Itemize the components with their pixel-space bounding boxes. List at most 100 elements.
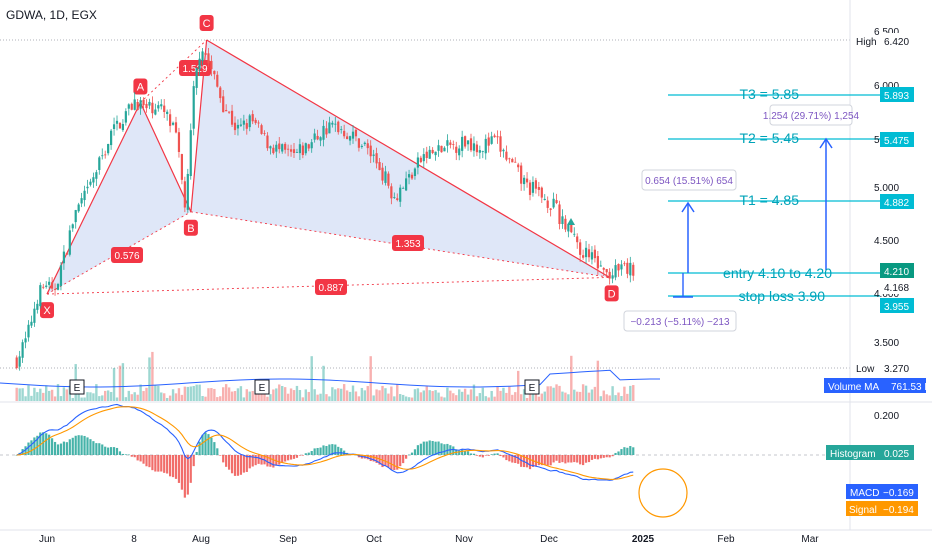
volume-bar — [481, 387, 485, 401]
macd-histogram-bar — [171, 455, 175, 478]
volume-bar — [183, 386, 187, 401]
event-markers[interactable]: E E E — [69, 379, 540, 395]
macd-histogram-bar — [396, 455, 399, 470]
signal-badge — [846, 501, 880, 516]
candle-body — [402, 187, 405, 189]
svg-text:Signal: Signal — [849, 505, 877, 516]
candle-body — [163, 105, 166, 112]
volume-bar — [351, 385, 355, 401]
candle-body — [104, 154, 107, 156]
candle-body — [30, 321, 33, 326]
macd-histogram-bar — [80, 435, 83, 455]
candle-body — [452, 144, 455, 146]
xab-triangle — [47, 102, 191, 295]
candle-body — [587, 249, 591, 258]
candle-body — [405, 178, 408, 191]
candle-body — [101, 155, 104, 157]
volume-bar — [50, 389, 54, 401]
macd-histogram-bar — [508, 455, 511, 462]
candle-body — [74, 210, 77, 223]
candle-body — [301, 145, 304, 156]
svg-text:0.200: 0.200 — [874, 411, 899, 422]
candle-body — [136, 102, 139, 110]
candle-body — [623, 263, 626, 265]
macd-histogram-bar — [573, 455, 576, 463]
macd-histogram-bar — [461, 449, 464, 455]
volume-bar — [148, 357, 151, 401]
measure-box-mid — [641, 169, 737, 191]
volume-bar — [189, 386, 192, 401]
pattern-point-b — [183, 219, 198, 236]
candle-body — [502, 149, 505, 152]
macd-histogram-bar — [27, 442, 30, 455]
candle-body — [298, 144, 302, 154]
macd-histogram-bar — [287, 455, 290, 461]
indicator-badges: Volume MA 761.53 K Histogram 0.025 MACD … — [824, 378, 931, 516]
macd-histogram-bar — [632, 447, 635, 455]
ratio-label: 0.887 — [318, 283, 343, 294]
candle-body — [151, 102, 154, 114]
volume-bar — [98, 396, 101, 401]
signal-line — [16, 406, 634, 480]
candle-body — [455, 146, 458, 153]
volume-bar — [537, 396, 541, 401]
candle-body — [186, 173, 189, 210]
macd-histogram-bar — [322, 445, 325, 455]
volume-bar — [578, 391, 582, 401]
svg-text:761.53 K: 761.53 K — [891, 382, 931, 393]
macd-histogram-bar — [260, 455, 263, 465]
macd-histogram-bar — [434, 441, 437, 455]
macd-histogram-bar — [180, 455, 184, 490]
measure-mid-text: 0.654 (15.51%) 654 — [645, 176, 733, 187]
macd-histogram-bar — [269, 455, 272, 467]
candle-body — [602, 268, 605, 270]
macd-histogram-bar — [552, 455, 555, 463]
candle-body — [53, 289, 57, 291]
volume-bar — [605, 394, 608, 401]
macd-histogram-bar — [68, 439, 71, 455]
volume-bar — [369, 356, 372, 401]
volume-bar — [283, 387, 287, 401]
pattern-point-label: A — [137, 81, 145, 93]
volume-bar — [384, 388, 387, 401]
candle-body — [222, 96, 225, 113]
candle-body — [307, 144, 310, 149]
candle-body — [287, 148, 290, 150]
candle-body — [629, 262, 632, 276]
ratio-label: 0.576 — [114, 251, 139, 262]
candle-body — [407, 174, 411, 178]
candle-body — [434, 151, 437, 156]
volume-bar — [210, 388, 213, 401]
symbol-title: GDWA, 1D, EGX — [6, 8, 97, 22]
volume-bar — [165, 397, 169, 401]
candle-body — [77, 204, 80, 212]
macd-histogram-bar — [561, 455, 564, 463]
macd-histogram-bar — [431, 440, 434, 455]
candle-body — [45, 285, 48, 287]
candle-body — [558, 204, 561, 225]
candle-body — [95, 172, 98, 179]
candle-body — [107, 143, 110, 154]
volume-bar — [59, 396, 63, 401]
candle-body — [275, 144, 278, 152]
macd-histogram-bar — [402, 455, 405, 464]
macd-line — [16, 403, 634, 481]
candle-body — [201, 51, 204, 62]
volume-bar — [629, 385, 632, 401]
candle-body — [573, 233, 576, 235]
macd-histogram-bar — [56, 444, 60, 455]
volume-bar — [419, 392, 423, 401]
macd-histogram-bar — [101, 444, 104, 455]
candle-body — [593, 249, 597, 259]
macd-histogram-bar — [242, 455, 245, 473]
candle-body — [254, 119, 257, 123]
price-axis: 6.500 6.000 5.500 5.000 4.500 4.000 3.50… — [856, 27, 914, 422]
macd-histogram-bar — [543, 455, 546, 465]
volume-bar — [198, 384, 201, 401]
volume-bar — [499, 390, 502, 401]
volume-bar — [608, 395, 611, 401]
candle-body — [24, 338, 27, 343]
candle-body — [472, 143, 476, 151]
candle-body — [499, 136, 502, 152]
